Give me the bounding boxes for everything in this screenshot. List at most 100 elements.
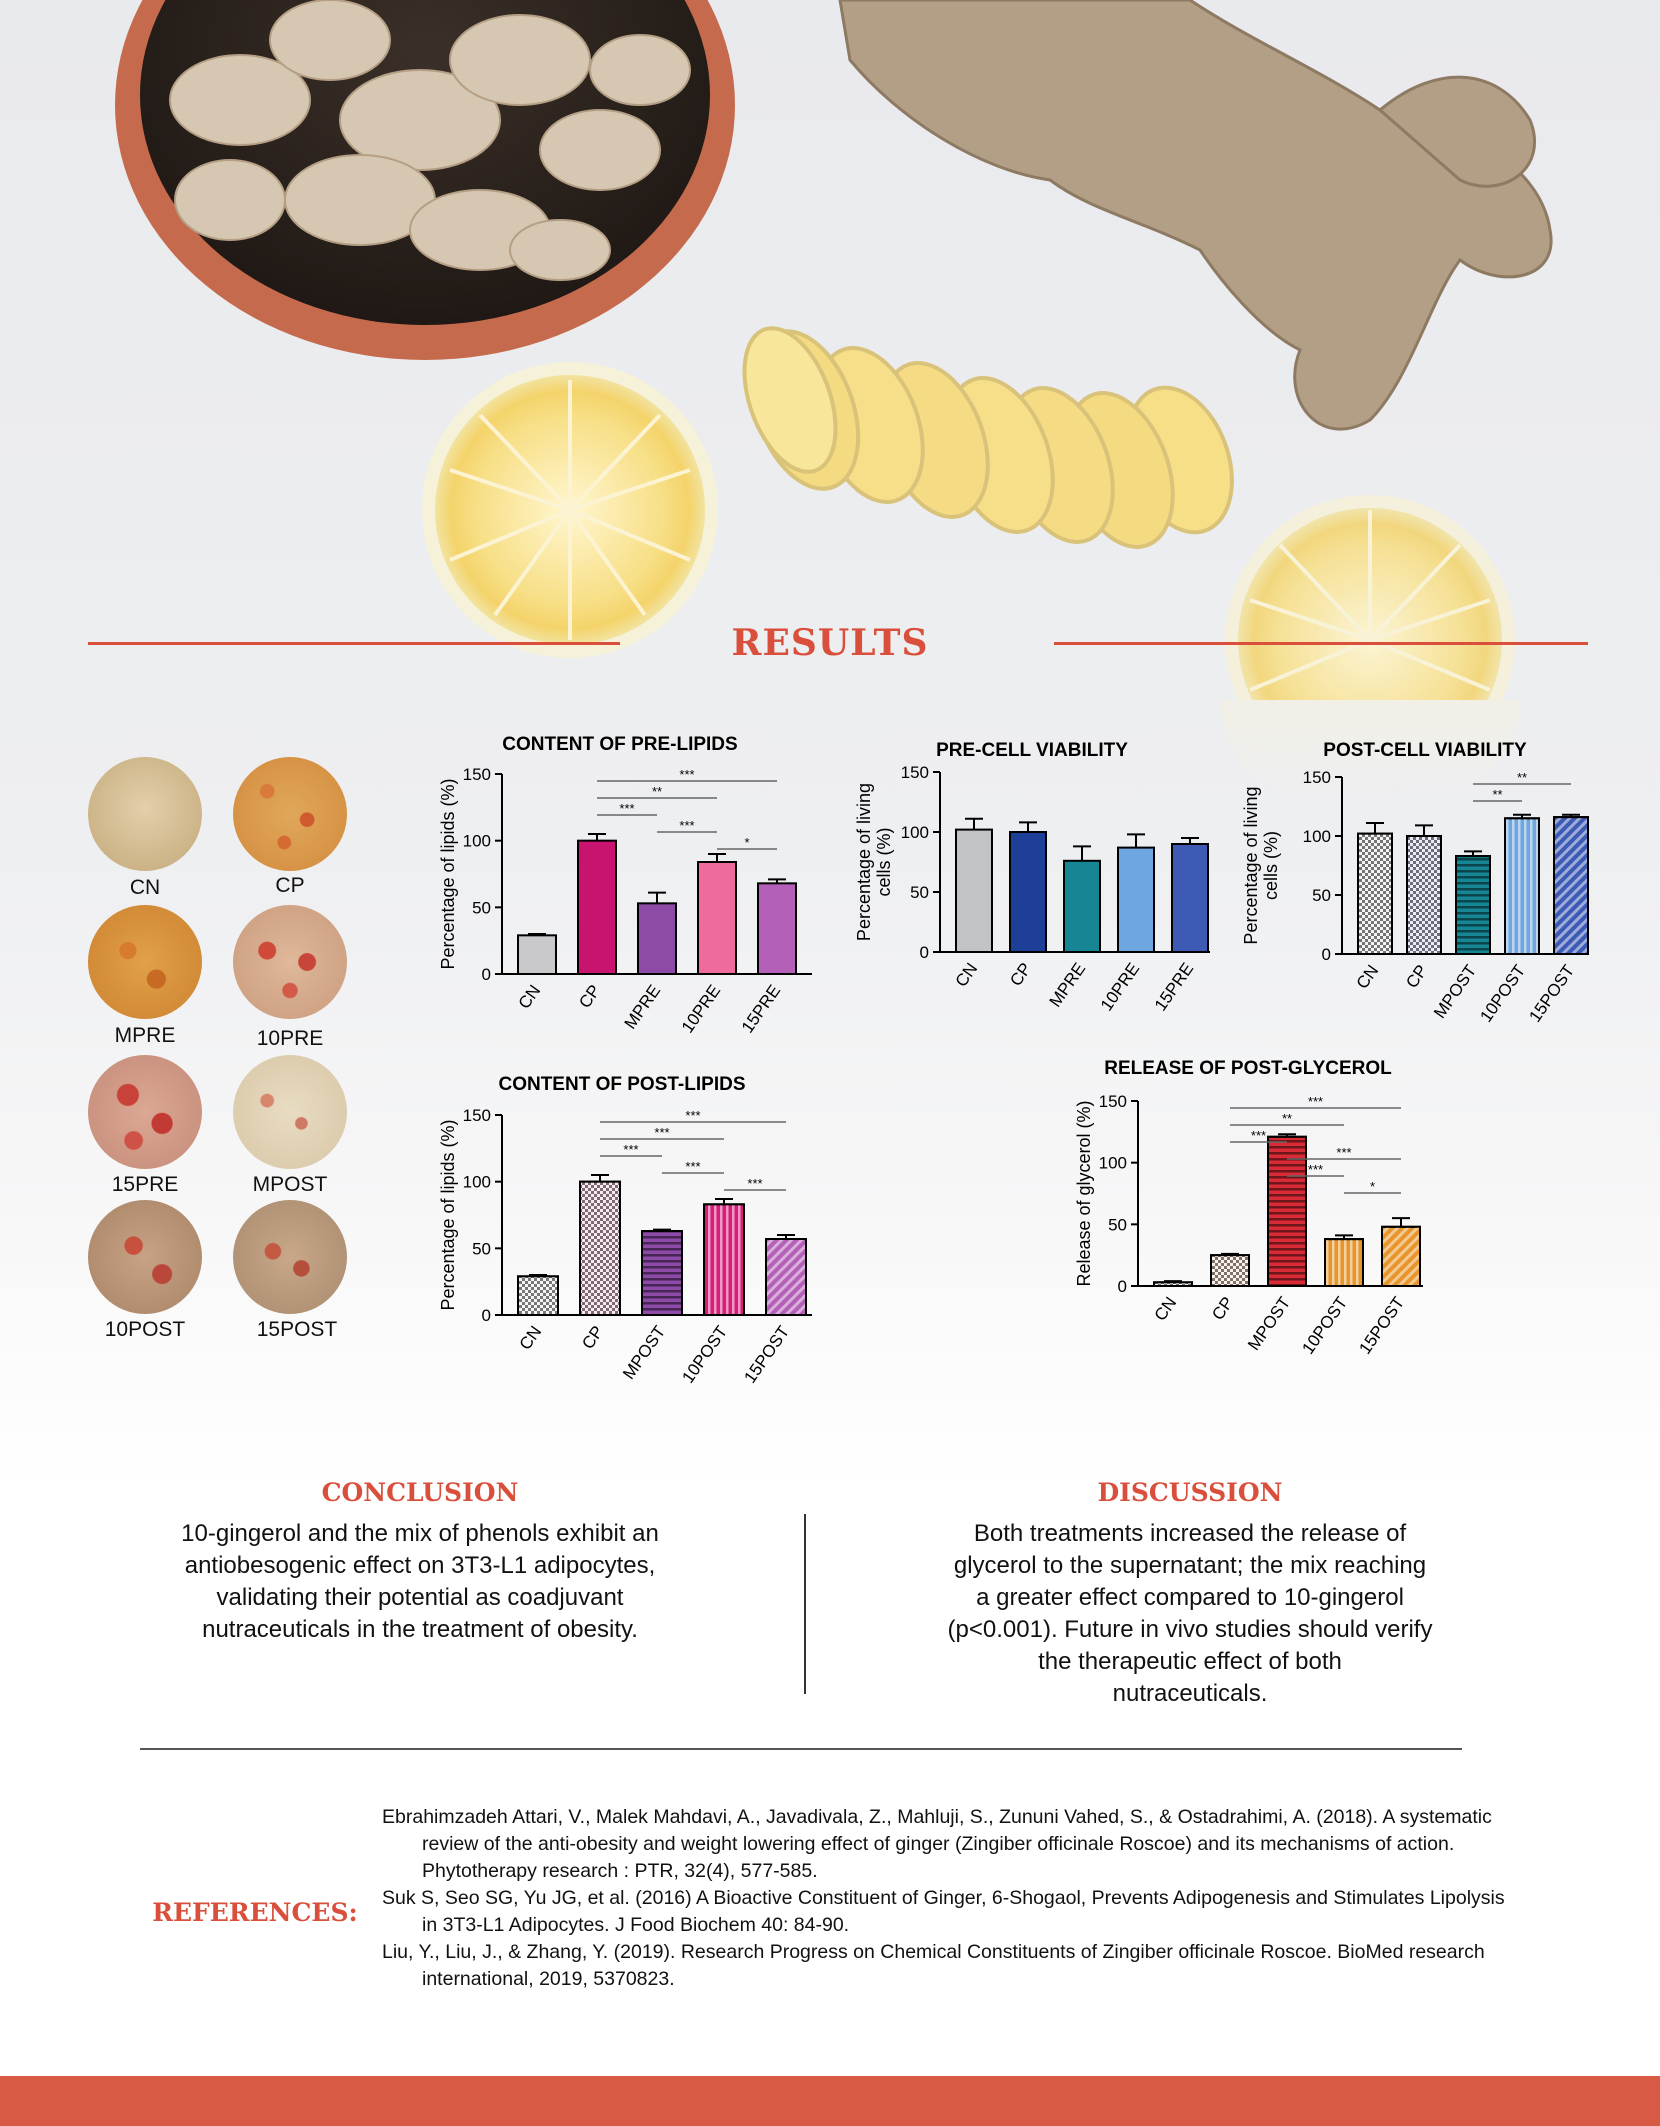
discussion-text: Both treatments increased the release of… xyxy=(880,1518,1500,1710)
micrograph-label: MPRE xyxy=(114,1024,176,1047)
significance-label: *** xyxy=(654,1125,669,1140)
conclusion-text: 10-gingerol and the mix of phenols exhib… xyxy=(110,1518,730,1646)
chart-title: PRE-CELL VIABILITY xyxy=(936,740,1128,761)
conclusion-line: antiobesogenic effect on 3T3-L1 adipocyt… xyxy=(184,1552,656,1579)
y-axis-label: Release of glycerol (%) xyxy=(1074,1100,1094,1286)
x-tick-label: CN xyxy=(516,1322,546,1353)
x-tick-label: CP xyxy=(575,981,604,1011)
bar-mpre xyxy=(637,902,677,975)
bar-pattern xyxy=(1357,832,1393,956)
lemon-left xyxy=(422,362,718,658)
y-tick-label: 150 xyxy=(1303,768,1331,787)
reference-item: Suk S, Seo SG, Yu JG, et al. (2016) A Bi… xyxy=(382,1887,1505,1936)
references-title: REFERENCES: xyxy=(152,1898,358,1927)
x-tick-label: CP xyxy=(1402,961,1431,991)
significance-label: * xyxy=(1370,1179,1375,1194)
bar-pattern xyxy=(1553,816,1589,955)
x-tick-label: 15POST xyxy=(1355,1293,1408,1357)
y-axis-label: Percentage of living xyxy=(854,783,874,941)
results-charts: CONTENT OF PRE-LIPIDS 0 50 100 150 Percentage… xyxy=(438,734,1589,1387)
y-tick-label: 50 xyxy=(472,1239,491,1258)
x-tick-label: CP xyxy=(578,1322,607,1352)
micrograph-label: 10POST xyxy=(104,1318,186,1341)
y-tick-label: 100 xyxy=(463,832,491,851)
x-tick-label: MPRE xyxy=(1046,959,1090,1010)
micrograph-label: 10PRE xyxy=(256,1027,324,1050)
header-photo xyxy=(0,0,1660,700)
significance-label: *** xyxy=(685,1108,700,1123)
results-rule-left xyxy=(88,642,620,645)
y-tick-label: 0 xyxy=(482,965,491,984)
ginger-lemon-photo xyxy=(115,0,1553,700)
y-tick-label: 50 xyxy=(1108,1215,1127,1234)
y-axis-label: Percentage of lipids (%) xyxy=(438,1119,458,1310)
bar-pattern xyxy=(641,1230,683,1316)
conclusion-title: CONCLUSION xyxy=(321,1478,519,1507)
significance-label: *** xyxy=(1308,1094,1323,1109)
significance-label: * xyxy=(744,835,749,850)
chart-title: RELEASE OF POST-GLYCEROL xyxy=(1104,1058,1392,1079)
x-tick-label: 15POST xyxy=(740,1322,793,1386)
conclusion-line: validating their potential as coadjuvant xyxy=(216,1584,624,1611)
reference-item: Ebrahimzadeh Attari, V., Malek Mahdavi, … xyxy=(382,1806,1492,1882)
bar-pattern xyxy=(517,1275,559,1317)
x-tick-label: 10POST xyxy=(1476,961,1529,1025)
y-tick-label: 50 xyxy=(472,898,491,917)
x-tick-label: MPOST xyxy=(1244,1293,1294,1353)
discussion-title: DISCUSSION xyxy=(1097,1478,1283,1507)
y-tick-label: 100 xyxy=(463,1173,491,1192)
significance-label: ** xyxy=(1492,787,1502,802)
references-list: Ebrahimzadeh Attari, V., Malek Mahdavi, … xyxy=(382,1804,1522,1993)
y-tick-label: 100 xyxy=(1303,827,1331,846)
x-tick-label: CN xyxy=(952,959,982,990)
micrograph-mpost xyxy=(233,1055,347,1169)
results-rule-right xyxy=(1054,642,1588,645)
y-axis-label: cells (%) xyxy=(874,827,894,896)
lemon-right xyxy=(1225,495,1515,700)
significance-label: ** xyxy=(1282,1111,1292,1126)
micrograph-mpre xyxy=(88,905,202,1019)
x-tick-label: CP xyxy=(1006,959,1035,989)
y-tick-label: 50 xyxy=(910,883,929,902)
significance-label: *** xyxy=(623,1142,638,1157)
significance-label: *** xyxy=(679,767,694,782)
x-tick-label: CP xyxy=(1208,1293,1237,1323)
micrograph-label: 15POST xyxy=(256,1318,338,1341)
reference-item: Liu, Y., Liu, J., & Zhang, Y. (2019). Re… xyxy=(382,1941,1485,1990)
bar-10pre xyxy=(697,861,737,975)
micrograph-15pre xyxy=(88,1055,202,1169)
micrograph-15post xyxy=(233,1200,347,1314)
micrograph-label: 15PRE xyxy=(111,1173,179,1196)
discussion-line: the therapeutic effect of both xyxy=(1038,1648,1342,1675)
significance-label: *** xyxy=(619,801,634,816)
chart-title: CONTENT OF PRE-LIPIDS xyxy=(502,734,737,755)
y-tick-label: 0 xyxy=(1118,1277,1127,1296)
discussion-line: a greater effect compared to 10-gingerol xyxy=(976,1584,1404,1611)
micrograph-10pre xyxy=(233,905,347,1019)
bar-pattern xyxy=(1324,1238,1364,1287)
micrograph-cn xyxy=(88,757,202,871)
section-divider xyxy=(140,1748,1462,1750)
significance-label: *** xyxy=(679,818,694,833)
y-axis-label: cells (%) xyxy=(1261,831,1281,900)
x-tick-label: 10POST xyxy=(678,1322,731,1386)
y-tick-label: 100 xyxy=(901,823,929,842)
discussion-line: (p<0.001). Future in vivo studies should… xyxy=(947,1616,1433,1643)
ginger-slices xyxy=(742,326,1234,549)
ginger-root xyxy=(838,0,1553,431)
significance-label: *** xyxy=(1308,1162,1323,1177)
x-tick-label: MPOST xyxy=(1430,961,1480,1021)
bar-10pre xyxy=(1117,846,1155,953)
y-tick-label: 150 xyxy=(463,765,491,784)
significance-label: *** xyxy=(1336,1145,1351,1160)
significance-label: ** xyxy=(1517,770,1527,785)
significance-label: ** xyxy=(652,784,662,799)
bar-pattern xyxy=(1153,1281,1193,1288)
bar-pattern xyxy=(1455,855,1491,955)
bar-pattern xyxy=(1504,817,1540,955)
significance-label: *** xyxy=(685,1159,700,1174)
discussion-line: nutraceuticals. xyxy=(1112,1680,1268,1707)
y-tick-label: 0 xyxy=(482,1306,491,1325)
conclusion-line: nutraceuticals in the treatment of obesi… xyxy=(202,1616,638,1643)
y-tick-label: 150 xyxy=(1099,1092,1127,1111)
